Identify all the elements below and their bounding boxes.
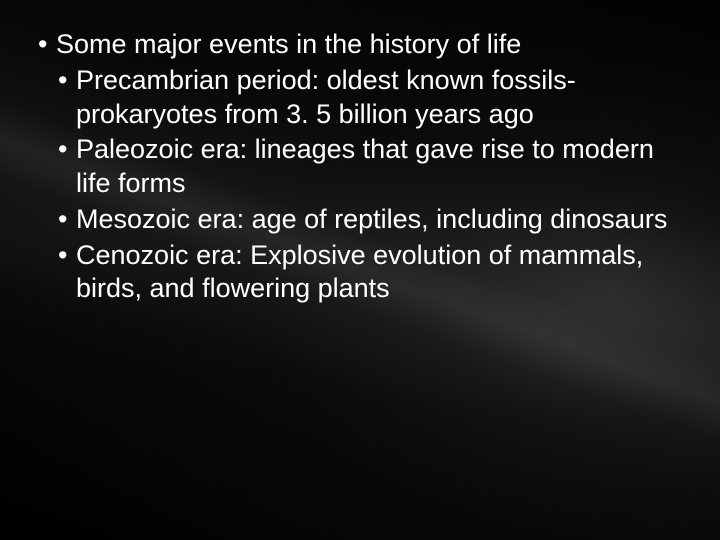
bullet-level2-text: Precambrian period: oldest known fossils… <box>76 65 576 129</box>
bullet-level2-text: Mesozoic era: age of reptiles, including… <box>76 204 667 234</box>
bullet-level2-text: Cenozoic era: Explosive evolution of mam… <box>76 240 643 304</box>
bullet-glyph: • <box>58 239 76 273</box>
slide-content: •Some major events in the history of lif… <box>38 28 680 308</box>
bullet-level1: •Some major events in the history of lif… <box>38 28 680 62</box>
bullet-glyph: • <box>58 203 76 237</box>
bullet-glyph: • <box>58 133 76 167</box>
bullet-level2-item: •Paleozoic era: lineages that gave rise … <box>58 133 680 201</box>
bullet-glyph: • <box>58 64 76 98</box>
bullet-level2-item: •Mesozoic era: age of reptiles, includin… <box>58 203 680 237</box>
bullet-level2-item: •Cenozoic era: Explosive evolution of ma… <box>58 239 680 307</box>
bullet-level2-text: Paleozoic era: lineages that gave rise t… <box>76 134 654 198</box>
bullet-level2-item: •Precambrian period: oldest known fossil… <box>58 64 680 132</box>
bullet-level1-text: Some major events in the history of life <box>56 29 521 59</box>
bullet-glyph: • <box>38 28 56 62</box>
